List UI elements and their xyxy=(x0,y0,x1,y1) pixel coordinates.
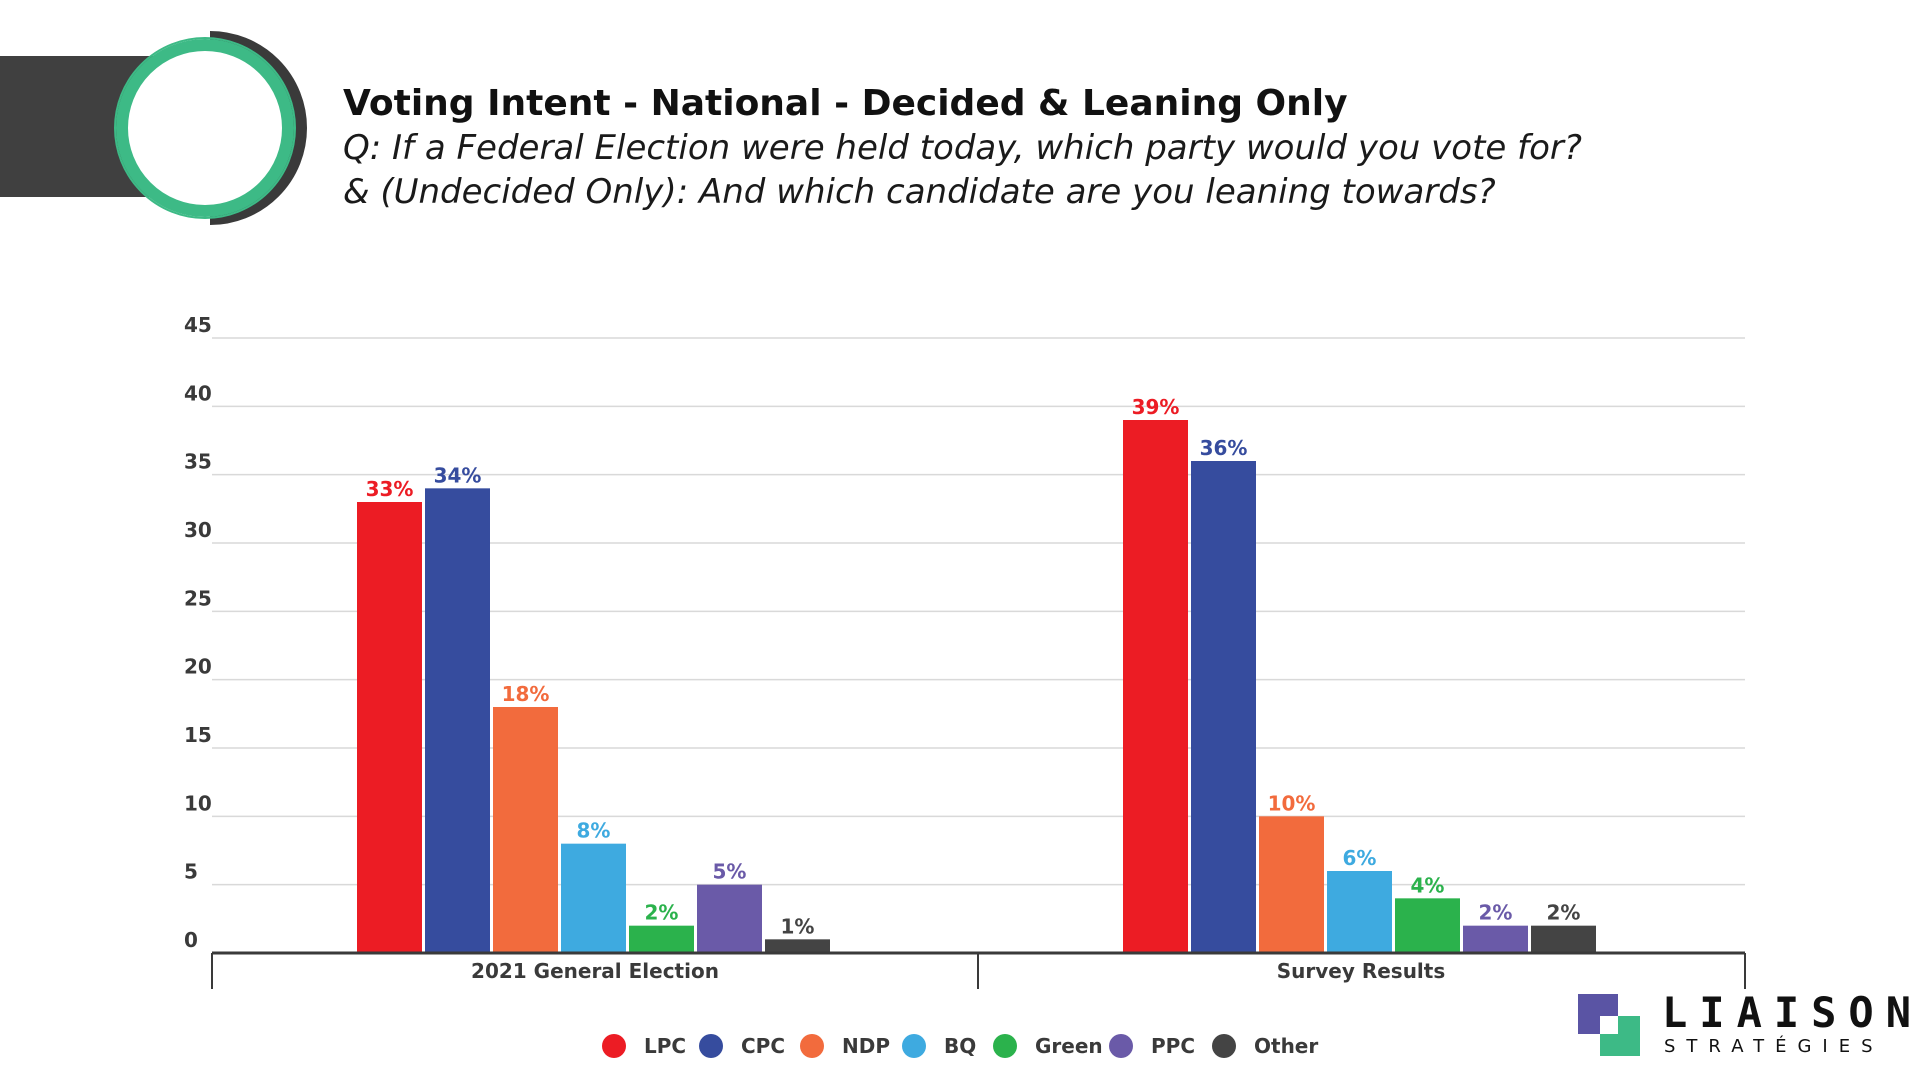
y-axis-ticks: 0 5 10 15 20 25 30 35 40 45 xyxy=(184,313,212,952)
y-tick-label: 20 xyxy=(184,655,212,679)
question-line-1: Q: If a Federal Election were held today… xyxy=(343,128,1582,168)
data-label: 39% xyxy=(1132,395,1180,419)
question-line-2: & (Undecided Only): And which candidate … xyxy=(343,172,1496,212)
bar-bq-election xyxy=(561,843,626,953)
data-label: 10% xyxy=(1268,791,1316,815)
y-tick-label: 10 xyxy=(184,791,212,815)
data-label: 8% xyxy=(577,819,611,843)
legend-item-cpc: CPC xyxy=(699,1034,785,1058)
data-label: 33% xyxy=(366,477,414,501)
legend-item-ndp: NDP xyxy=(800,1034,890,1058)
bar-green-survey xyxy=(1395,898,1460,953)
bar-bq-survey xyxy=(1327,871,1392,953)
legend-label: LPC xyxy=(644,1034,686,1058)
legend-item-other: Other xyxy=(1212,1034,1318,1058)
chart-title: Voting Intent - National - Decided & Lea… xyxy=(343,83,1348,124)
data-label: 18% xyxy=(502,682,550,706)
bar-green-election xyxy=(629,925,694,953)
y-tick-label: 35 xyxy=(184,450,212,474)
data-label: 2% xyxy=(1479,901,1513,925)
ring-green xyxy=(116,39,294,217)
data-label: 6% xyxy=(1343,846,1377,870)
bar-lpc-survey xyxy=(1123,420,1188,953)
y-tick-label: 15 xyxy=(184,723,212,747)
y-tick-label: 30 xyxy=(184,518,212,542)
legend-label: NDP xyxy=(842,1034,890,1058)
bar-ndp-election xyxy=(493,707,558,953)
data-label: 2% xyxy=(1547,901,1581,925)
brand-logo: LIAISON STRATÉGIES xyxy=(1578,988,1911,1060)
y-tick-label: 40 xyxy=(184,381,212,405)
title-block: Voting Intent - National - Decided & Lea… xyxy=(343,82,1582,214)
bar-other-survey xyxy=(1531,925,1596,953)
bar-ndp-survey xyxy=(1259,816,1324,953)
data-label: 1% xyxy=(781,914,815,938)
ring-inner-line xyxy=(114,37,296,219)
bar-ppc-survey xyxy=(1463,925,1528,953)
category-labels: 2021 General Election Survey Results xyxy=(471,959,1445,983)
legend-swatch xyxy=(602,1034,626,1058)
bar-other-election xyxy=(765,939,830,953)
legend-label: PPC xyxy=(1151,1034,1195,1058)
data-label: 5% xyxy=(713,860,747,884)
y-tick-label: 5 xyxy=(184,860,198,884)
data-label: 34% xyxy=(434,463,482,487)
legend-item-green: Green xyxy=(993,1034,1103,1058)
bar-cpc-survey xyxy=(1191,461,1256,953)
bars xyxy=(357,420,1596,953)
legend: LPC CPC NDP BQ Green PPC Other xyxy=(602,1034,1318,1058)
legend-swatch xyxy=(800,1034,824,1058)
legend-swatch xyxy=(1109,1034,1133,1058)
legend-label: Green xyxy=(1035,1034,1103,1058)
ring-logo-icon xyxy=(114,31,307,225)
data-label: 4% xyxy=(1411,873,1445,897)
y-tick-label: 45 xyxy=(184,313,212,337)
brand-mark-icon xyxy=(1578,994,1640,1056)
legend-swatch xyxy=(993,1034,1017,1058)
legend-item-bq: BQ xyxy=(902,1034,976,1058)
legend-item-lpc: LPC xyxy=(602,1034,686,1058)
legend-swatch xyxy=(1212,1034,1236,1058)
legend-swatch xyxy=(902,1034,926,1058)
data-label: 2% xyxy=(645,901,679,925)
bar-ppc-election xyxy=(697,884,762,953)
y-tick-label: 25 xyxy=(184,586,212,610)
x-axis xyxy=(211,951,1746,989)
legend-label: BQ xyxy=(944,1034,976,1058)
legend-label: CPC xyxy=(741,1034,785,1058)
brand-subtitle: STRATÉGIES xyxy=(1664,1036,1884,1057)
brand-name: LIAISON xyxy=(1662,988,1920,1037)
y-tick-label: 0 xyxy=(184,928,198,952)
category-label: Survey Results xyxy=(1277,959,1446,983)
legend-swatch xyxy=(699,1034,723,1058)
data-labels: 33% 39% 34% 36% 18% 10% 8% 6% 2% 4% 5% 2% 1% 2% xyxy=(366,395,1581,938)
ring-outer-arc xyxy=(209,31,307,225)
bar-lpc-election xyxy=(357,502,422,953)
category-label: 2021 General Election xyxy=(471,959,719,983)
legend-item-ppc: PPC xyxy=(1109,1034,1195,1058)
bar-cpc-election xyxy=(425,488,490,953)
data-label: 36% xyxy=(1200,436,1248,460)
legend-label: Other xyxy=(1254,1034,1318,1058)
